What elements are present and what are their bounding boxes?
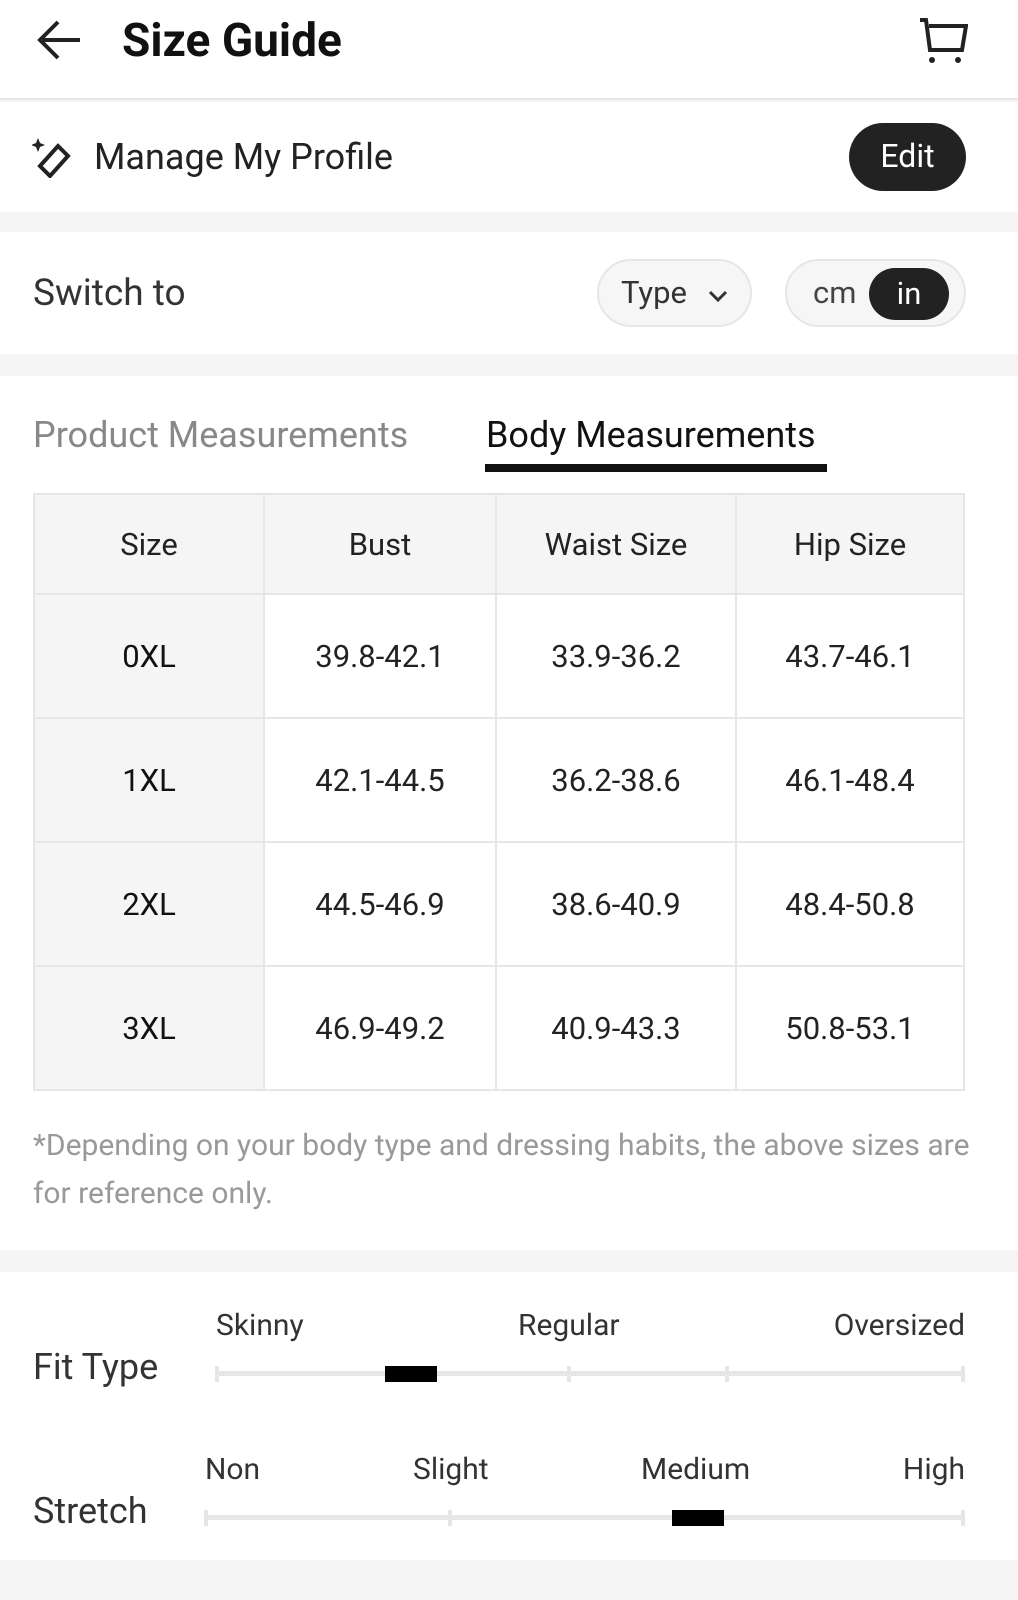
chevron-down-icon <box>708 290 727 303</box>
stretch-tick <box>961 1510 965 1526</box>
type-dropdown[interactable]: Type <box>597 259 752 327</box>
bust-cell: 46.9-49.2 <box>263 965 497 1091</box>
stretch-option-high: High <box>902 1452 965 1487</box>
size-table: Size Bust Waist Size Hip Size 0XL 39.8-42… <box>33 493 965 1091</box>
switch-row: Switch to Type cm in <box>0 232 1018 354</box>
cart-icon[interactable] <box>916 16 968 66</box>
size-disclaimer: *Depending on your body type and dressin… <box>33 1128 970 1211</box>
measurements-section: Product Measurements Body Measurements S… <box>0 376 1018 1250</box>
hip-cell: 46.1-48.4 <box>735 717 965 843</box>
header-hip: Hip Size <box>735 493 965 595</box>
table-row: 1XL 42.1-44.5 36.2-38.6 46.1-48.4 <box>33 717 965 843</box>
hip-cell: 50.8-53.1 <box>735 965 965 1091</box>
header-size: Size <box>33 493 265 595</box>
tab-product-measurements[interactable]: Product Measurements <box>33 414 409 456</box>
tab-body-measurements[interactable]: Body Measurements <box>486 414 816 456</box>
header-waist: Waist Size <box>495 493 737 595</box>
fit-tick <box>725 1366 729 1382</box>
unit-in[interactable]: in <box>869 268 949 320</box>
edit-button[interactable]: Edit <box>849 123 966 191</box>
size-cell: 2XL <box>33 841 265 967</box>
size-cell: 3XL <box>33 965 265 1091</box>
ruler-sparkle-icon <box>32 138 71 178</box>
fit-option-regular: Regular <box>518 1308 620 1343</box>
arrow-left-icon[interactable] <box>36 18 84 62</box>
stretch-option-slight: Slight <box>413 1452 489 1487</box>
size-cell: 1XL <box>33 717 265 843</box>
stretch-track <box>206 1515 963 1520</box>
manage-profile-row[interactable]: Manage My Profile Edit <box>0 102 1018 212</box>
active-tab-indicator <box>485 464 827 472</box>
waist-cell: 40.9-43.3 <box>495 965 737 1091</box>
size-cell: 0XL <box>33 593 265 719</box>
header: Size Guide <box>0 0 1018 100</box>
bust-cell: 39.8-42.1 <box>263 593 497 719</box>
stretch-tick <box>204 1510 208 1526</box>
stretch-tick <box>448 1510 452 1526</box>
stretch-marker <box>672 1510 725 1526</box>
unit-toggle[interactable]: cm in <box>785 259 966 327</box>
fit-type-marker <box>384 1366 437 1382</box>
waist-cell: 36.2-38.6 <box>495 717 737 843</box>
stretch-label: Stretch <box>33 1490 148 1532</box>
header-bust: Bust <box>263 493 497 595</box>
hip-cell: 43.7-46.1 <box>735 593 965 719</box>
bust-cell: 42.1-44.5 <box>263 717 497 843</box>
page-title: Size Guide <box>122 14 342 68</box>
fit-tick <box>567 1366 571 1382</box>
table-row: 0XL 39.8-42.1 33.9-36.2 43.7-46.1 <box>33 593 965 719</box>
manage-profile-label: Manage My Profile <box>94 136 393 178</box>
waist-cell: 38.6-40.9 <box>495 841 737 967</box>
fit-section: Fit Type Skinny Regular Oversized Stretc… <box>0 1272 1018 1560</box>
waist-cell: 33.9-36.2 <box>495 593 737 719</box>
table-row: 3XL 46.9-49.2 40.9-43.3 50.8-53.1 <box>33 965 965 1091</box>
table-header-row: Size Bust Waist Size Hip Size <box>33 493 965 595</box>
hip-cell: 48.4-50.8 <box>735 841 965 967</box>
fit-tick <box>215 1366 219 1382</box>
unit-cm[interactable]: cm <box>813 274 857 311</box>
switch-to-label: Switch to <box>33 272 186 315</box>
stretch-option-non: Non <box>205 1452 261 1487</box>
fit-option-oversized: Oversized <box>833 1308 965 1343</box>
fit-type-track <box>217 1371 963 1376</box>
type-label: Type <box>621 274 687 311</box>
stretch-option-medium: Medium <box>641 1452 751 1487</box>
fit-tick <box>961 1366 965 1382</box>
table-row: 2XL 44.5-46.9 38.6-40.9 48.4-50.8 <box>33 841 965 967</box>
fit-type-label: Fit Type <box>33 1346 159 1388</box>
bust-cell: 44.5-46.9 <box>263 841 497 967</box>
fit-option-skinny: Skinny <box>216 1308 304 1343</box>
